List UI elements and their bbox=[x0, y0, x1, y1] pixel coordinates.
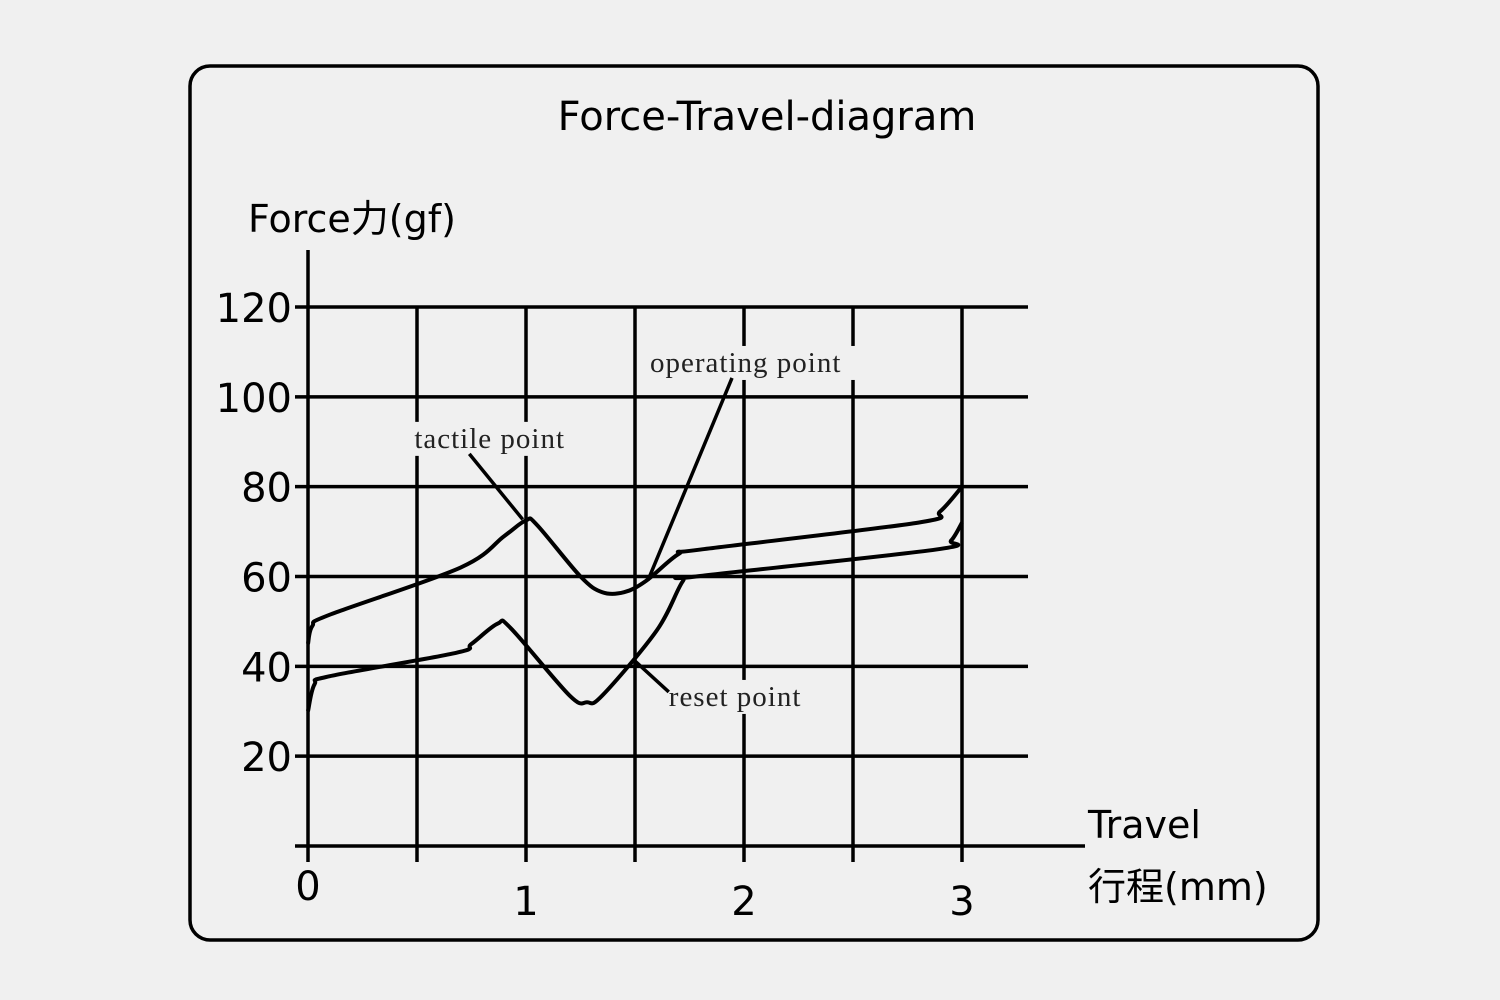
x-axis-label-line2: 行程(mm) bbox=[1088, 865, 1268, 909]
annotation-leader-line bbox=[646, 377, 734, 581]
chart-frame bbox=[188, 64, 1320, 942]
y-tick-label: 100 bbox=[216, 376, 292, 422]
press-curve bbox=[306, 485, 964, 645]
chart-title: Force-Travel-diagram bbox=[558, 94, 977, 140]
annotation-label: tactile point bbox=[414, 423, 565, 455]
y-tick-label: 20 bbox=[241, 735, 292, 781]
y-tick-label: 60 bbox=[241, 556, 292, 602]
x-tick-label: 3 bbox=[949, 879, 974, 925]
annotation-label-bg bbox=[664, 679, 840, 714]
annotation-label: operating point bbox=[650, 347, 841, 379]
annotations: tactile point operating point reset point bbox=[410, 345, 883, 714]
tick-labels: 20 40 60 80 100 120 0 1 2 3 bbox=[216, 286, 975, 925]
y-tick-label: 40 bbox=[241, 645, 292, 691]
y-tick-label: 80 bbox=[241, 466, 292, 512]
x-tick-label: 1 bbox=[513, 879, 538, 925]
annotation-leader-line bbox=[632, 658, 670, 694]
grid bbox=[295, 250, 1085, 862]
release-curve bbox=[306, 521, 964, 712]
annotation-label-bg bbox=[410, 421, 616, 456]
y-axis-label: Force力(gf) bbox=[248, 197, 456, 241]
annotation-leader-line bbox=[467, 452, 525, 521]
x-tick-label: 2 bbox=[731, 879, 756, 925]
y-tick-label: 120 bbox=[216, 286, 292, 332]
x-tick-label: 0 bbox=[295, 864, 320, 910]
annotation-label: reset point bbox=[669, 681, 802, 713]
series-group bbox=[306, 485, 964, 712]
annotation-label-bg bbox=[646, 345, 883, 380]
x-axis-label-line1: Travel bbox=[1087, 803, 1201, 847]
